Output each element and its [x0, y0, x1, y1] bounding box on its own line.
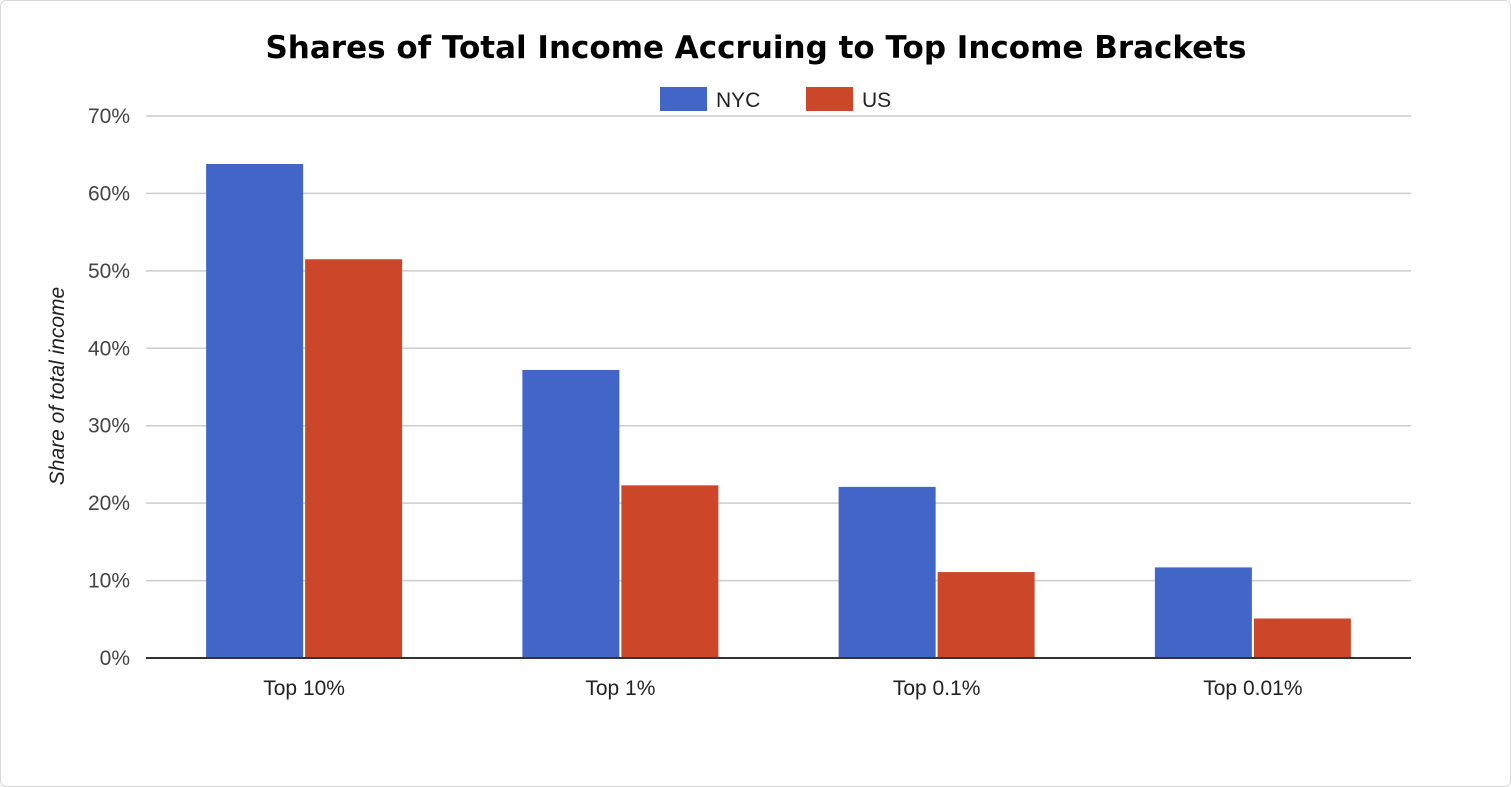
- x-tick-label: Top 1%: [585, 677, 655, 700]
- legend-label-us: US: [862, 89, 891, 112]
- legend: NYC US: [660, 87, 891, 112]
- bar-nyc-1: [522, 369, 620, 658]
- bar-nyc-2: [838, 486, 936, 658]
- y-tick-label: 30%: [88, 415, 130, 438]
- bar-nyc-3: [1154, 567, 1252, 658]
- y-axis-ticks: 0% 10% 20% 30% 40% 50% 60% 70%: [88, 105, 130, 670]
- x-tick-label: Top 0.01%: [1203, 677, 1302, 700]
- bars: [206, 164, 1351, 658]
- y-tick-label: 10%: [88, 570, 130, 593]
- y-tick-label: 40%: [88, 337, 130, 360]
- legend-label-nyc: NYC: [716, 89, 760, 112]
- legend-swatch-us: [806, 87, 853, 111]
- x-tick-label: Top 0.1%: [893, 677, 981, 700]
- bar-us-2: [937, 572, 1035, 658]
- y-tick-label: 70%: [88, 105, 130, 128]
- bar-nyc-0: [206, 164, 304, 658]
- chart-title: Shares of Total Income Accruing to Top I…: [265, 30, 1246, 66]
- bar-us-1: [621, 485, 719, 658]
- bar-us-0: [305, 259, 403, 658]
- y-tick-label: 50%: [88, 260, 130, 283]
- x-tick-label: Top 10%: [263, 677, 345, 700]
- bar-us-3: [1253, 618, 1351, 658]
- y-axis-title: Share of total income: [46, 287, 69, 485]
- legend-swatch-nyc: [660, 87, 707, 111]
- y-tick-label: 0%: [100, 647, 130, 670]
- x-axis-labels: Top 10% Top 1% Top 0.1% Top 0.01%: [263, 677, 1302, 700]
- y-tick-label: 60%: [88, 182, 130, 205]
- y-tick-label: 20%: [88, 492, 130, 515]
